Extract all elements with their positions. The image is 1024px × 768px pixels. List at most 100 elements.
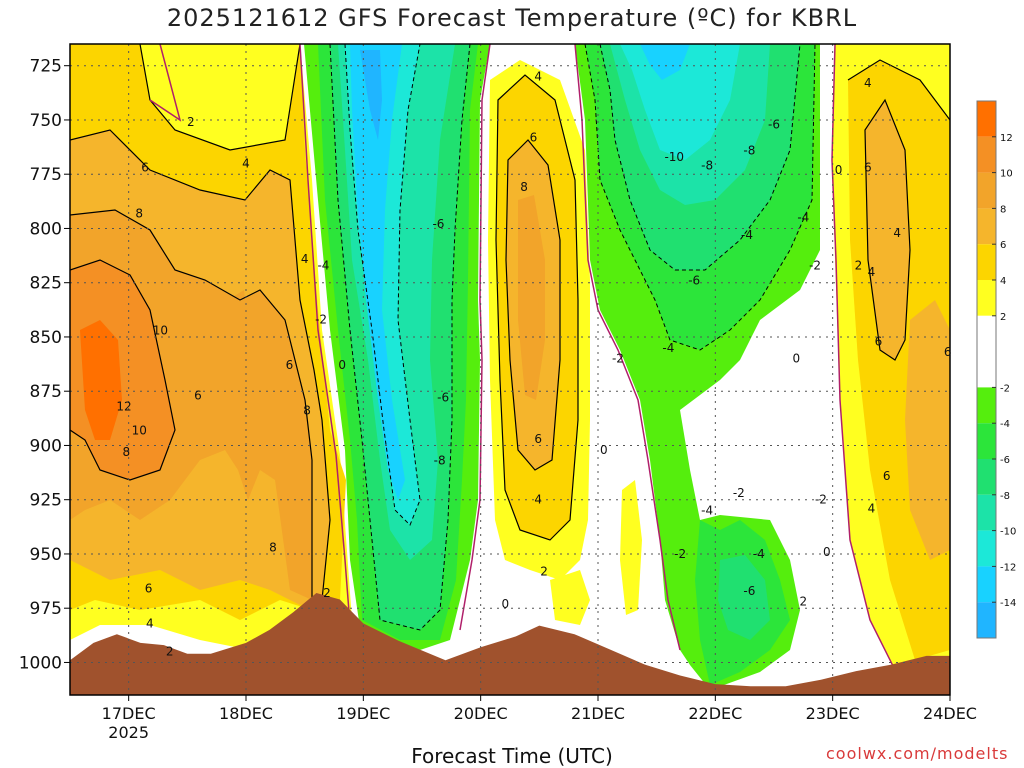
contour-label: -4 <box>741 228 753 242</box>
contour-label: -2 <box>809 258 821 272</box>
dashed-contour-2 <box>329 44 471 631</box>
x-tick-label: 17DEC <box>102 704 156 723</box>
dashed-contour-4 <box>584 44 816 351</box>
contour-label: -2 <box>315 313 327 327</box>
dashed-contour-3 <box>599 44 801 271</box>
contour-label: 2 <box>166 645 174 659</box>
contour-label: 0 <box>600 443 608 457</box>
x-axis-year-label: 2025 <box>108 723 149 742</box>
y-tick-label: 850 <box>30 328 62 348</box>
contour-label: 4 <box>534 493 542 507</box>
warm-patch-2c-small <box>620 480 642 615</box>
contour-label: 6 <box>864 161 872 175</box>
contour-label: 4 <box>242 156 250 170</box>
plot-frame <box>69 43 951 696</box>
contour-label: 8 <box>303 404 311 418</box>
colorbar-tick-label: 4 <box>1000 276 1006 287</box>
colorbar: 12 10 8 6 4 2 -2 -4 -6 -8 -10 -12 -14 <box>976 100 1016 639</box>
contour-label: 6 <box>194 389 202 403</box>
colorbar-band <box>977 530 996 567</box>
colorbar-band <box>977 602 996 638</box>
contour-label: -4 <box>753 547 765 561</box>
contour-line-lobe-2 <box>495 74 579 541</box>
x-tick-label: 24DEC <box>923 704 977 723</box>
contour-label: 6 <box>145 582 153 596</box>
contour-label: -6 <box>743 584 755 598</box>
zero-line-5 <box>149 44 182 122</box>
contour-label: 4 <box>146 616 154 630</box>
contour-label: 10 <box>132 423 147 437</box>
contour-line-warm-4 <box>139 44 301 151</box>
contour-label: 6 <box>883 469 891 483</box>
y-tick-label: 950 <box>30 545 62 565</box>
colorbar-tick-label: 8 <box>1000 204 1006 215</box>
contour-label: 2 <box>323 586 331 600</box>
colorbar-band <box>977 101 996 137</box>
x-tick-label: 23DEC <box>806 704 860 723</box>
contour-label: -6 <box>437 391 449 405</box>
contour-label: -8 <box>743 143 755 157</box>
contour-label: 4 <box>868 265 876 279</box>
colorbar-band <box>977 280 996 316</box>
contour-label: 4 <box>301 252 309 266</box>
y-tick-label: 775 <box>30 165 62 185</box>
cold-region-14c <box>360 50 382 140</box>
warm-patch-2c <box>550 570 590 625</box>
colorbar-tick-label: -2 <box>1000 383 1010 394</box>
y-tick-label: 750 <box>30 111 62 131</box>
contour-label: 4 <box>864 76 872 90</box>
colorbar-band <box>977 423 996 459</box>
contour-label: -6 <box>768 117 780 131</box>
contour-label: 4 <box>893 226 901 240</box>
colorbar-tick-label: 12 <box>1000 133 1013 144</box>
contour-line-warm-3 <box>70 129 331 601</box>
contour-label: -2 <box>815 493 827 507</box>
colorbar-band <box>977 315 996 388</box>
warm-east-6c <box>865 100 910 360</box>
colorbar-tick-label: -4 <box>1000 419 1010 430</box>
dashed-contour-1 <box>344 44 421 526</box>
colorbar-band <box>977 459 996 495</box>
contour-label: 0 <box>792 352 800 366</box>
contour-label: 0 <box>501 597 509 611</box>
warm-lobe-8c <box>518 195 545 400</box>
colorbar-band <box>977 208 996 245</box>
contour-label: -4 <box>701 504 713 518</box>
y-axis-ticks: 725 750 775 800 825 850 875 900 925 950 975 1000 <box>19 57 70 673</box>
zero-line-4 <box>831 44 906 691</box>
warm-east-6c-lower <box>905 300 950 560</box>
zero-line-2 <box>459 44 491 631</box>
contour-label: -2 <box>674 547 686 561</box>
y-tick-label: 975 <box>30 599 62 619</box>
contour-label: 0 <box>823 545 831 559</box>
contour-label: 8 <box>520 180 528 194</box>
terrain <box>70 593 950 695</box>
contour-label: -4 <box>797 211 809 225</box>
contour-label: 2 <box>540 564 548 578</box>
x-axis-ticks: 17DEC 18DEC 19DEC 20DEC 21DEC 22DEC 23DEC 24DEC <box>102 695 977 723</box>
contour-lines <box>70 44 950 601</box>
zero-line-1 <box>299 44 351 626</box>
contour-label: -10 <box>664 150 684 164</box>
colorbar-band <box>977 566 996 603</box>
contour-line-lobe-1 <box>505 139 561 471</box>
x-tick-label: 22DEC <box>688 704 742 723</box>
contour-label: -4 <box>662 341 674 355</box>
temperature-fill-layer <box>70 44 950 690</box>
colorbar-band <box>977 494 996 531</box>
contour-label: 6 <box>530 130 538 144</box>
contour-label: 2 <box>855 258 863 272</box>
chart-title: 2025121612 GFS Forecast Temperature (ºC)… <box>166 4 858 32</box>
contour-label: 6 <box>141 161 149 175</box>
contour-label: -4 <box>317 258 329 272</box>
colorbar-tick-label: 10 <box>1000 169 1013 180</box>
y-tick-label: 925 <box>30 491 62 511</box>
colorbar-tick-label: -8 <box>1000 491 1010 502</box>
colorbar-band <box>977 244 996 280</box>
colorbar-band <box>977 172 996 209</box>
y-tick-label: 1000 <box>19 653 62 673</box>
contour-label: 8 <box>269 540 277 554</box>
contour-label: 0 <box>835 163 843 177</box>
